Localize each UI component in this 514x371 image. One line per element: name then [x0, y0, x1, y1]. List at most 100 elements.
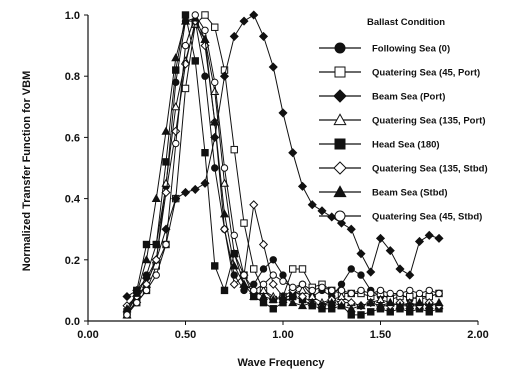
x-tick-label: 1.00 — [272, 329, 293, 341]
data-point — [210, 117, 220, 126]
data-point — [162, 158, 170, 166]
data-point — [201, 11, 209, 19]
data-point — [317, 300, 327, 310]
legend-label: Quatering Sea (135, Port) — [372, 116, 486, 127]
data-point — [219, 71, 230, 81]
data-point — [201, 26, 209, 34]
data-point — [268, 62, 278, 72]
data-point — [142, 240, 151, 249]
data-point — [152, 240, 160, 249]
x-tick-label: 1.50 — [370, 329, 391, 341]
y-axis-title: Normalized Transfer Function for VBM — [21, 71, 33, 271]
x-tick-label: 2.00 — [467, 329, 488, 341]
data-point — [230, 145, 238, 154]
data-point — [141, 255, 152, 264]
data-point — [191, 57, 199, 65]
data-point — [424, 230, 434, 240]
data-point — [152, 271, 160, 279]
data-point — [317, 206, 327, 216]
data-point — [133, 298, 141, 307]
legend-item: Quatering Sea (135, Port) — [319, 113, 486, 127]
x-axis-title: Wave Frequency — [237, 357, 325, 369]
axes: 0.00 0.50 1.00 1.50 2.00 0.0 0.2 0.4 0.6 0.8 1.0 — [65, 10, 489, 341]
y-tick-label: 0.8 — [65, 71, 80, 83]
data-point — [171, 53, 181, 62]
data-point — [201, 149, 209, 157]
data-point — [190, 184, 200, 194]
data-point — [259, 265, 268, 273]
data-point — [172, 66, 180, 74]
data-point — [328, 305, 336, 313]
data-point — [249, 10, 259, 20]
data-point — [229, 279, 239, 289]
data-point — [289, 265, 297, 273]
series — [122, 10, 444, 302]
series — [122, 13, 444, 313]
data-point — [162, 240, 170, 249]
legend-label: Quatering Sea (45, Port) — [372, 68, 480, 79]
data-point — [333, 161, 347, 175]
legend-item: Quatering Sea (135, Stbd) — [319, 161, 488, 175]
data-point — [240, 271, 248, 279]
y-tick-label: 0.4 — [65, 194, 81, 206]
data-point — [298, 265, 307, 273]
legend-item: Beam Sea (Port) — [319, 89, 445, 103]
data-point — [220, 286, 229, 295]
data-point — [142, 286, 151, 295]
data-point — [434, 297, 444, 307]
data-point — [172, 78, 180, 87]
data-point — [307, 297, 317, 307]
data-point — [239, 16, 249, 26]
data-point — [269, 256, 277, 264]
data-point — [250, 292, 258, 301]
data-point — [151, 255, 161, 265]
x-tick-label: 0.00 — [77, 329, 98, 341]
data-point — [336, 300, 347, 310]
data-point — [318, 283, 326, 292]
data-point — [395, 300, 405, 310]
data-point — [279, 277, 287, 285]
data-point — [395, 264, 405, 274]
data-point — [435, 289, 443, 298]
data-point — [258, 31, 269, 41]
data-point — [434, 233, 444, 243]
data-point — [211, 164, 219, 172]
data-point — [337, 286, 346, 295]
y-tick-label: 0.2 — [65, 255, 80, 267]
data-point — [268, 279, 278, 289]
data-point — [258, 239, 269, 250]
data-point — [230, 249, 238, 258]
data-point — [230, 231, 238, 240]
data-point — [347, 311, 355, 319]
data-point — [191, 11, 199, 19]
data-point — [278, 108, 288, 118]
data-point — [333, 113, 347, 126]
data-point — [357, 271, 365, 279]
data-point — [405, 300, 415, 310]
data-point — [425, 308, 433, 316]
data-point — [405, 270, 415, 280]
data-point — [356, 300, 366, 310]
legend-item: Following Sea (0) — [319, 42, 450, 55]
data-point — [297, 181, 308, 191]
legend-item: Quatering Sea (45, Port) — [319, 66, 480, 79]
data-point — [171, 194, 181, 204]
data-point — [307, 200, 317, 210]
data-point — [298, 280, 307, 288]
data-point — [385, 297, 395, 307]
data-point — [259, 298, 268, 307]
data-point — [333, 89, 347, 103]
data-point — [415, 289, 424, 298]
data-point — [367, 308, 375, 316]
data-point — [334, 138, 346, 150]
data-point — [122, 291, 132, 302]
data-point — [347, 265, 355, 273]
legend-title: Ballast Condition — [367, 17, 445, 28]
legend-item: Quatering Sea (45, Stbd) — [319, 210, 482, 223]
data-point — [161, 126, 171, 135]
data-point — [297, 291, 308, 302]
data-point — [229, 261, 239, 270]
legend-item: Beam Sea (Stbd) — [319, 185, 448, 199]
legend-label: Beam Sea (Stbd) — [372, 188, 448, 199]
